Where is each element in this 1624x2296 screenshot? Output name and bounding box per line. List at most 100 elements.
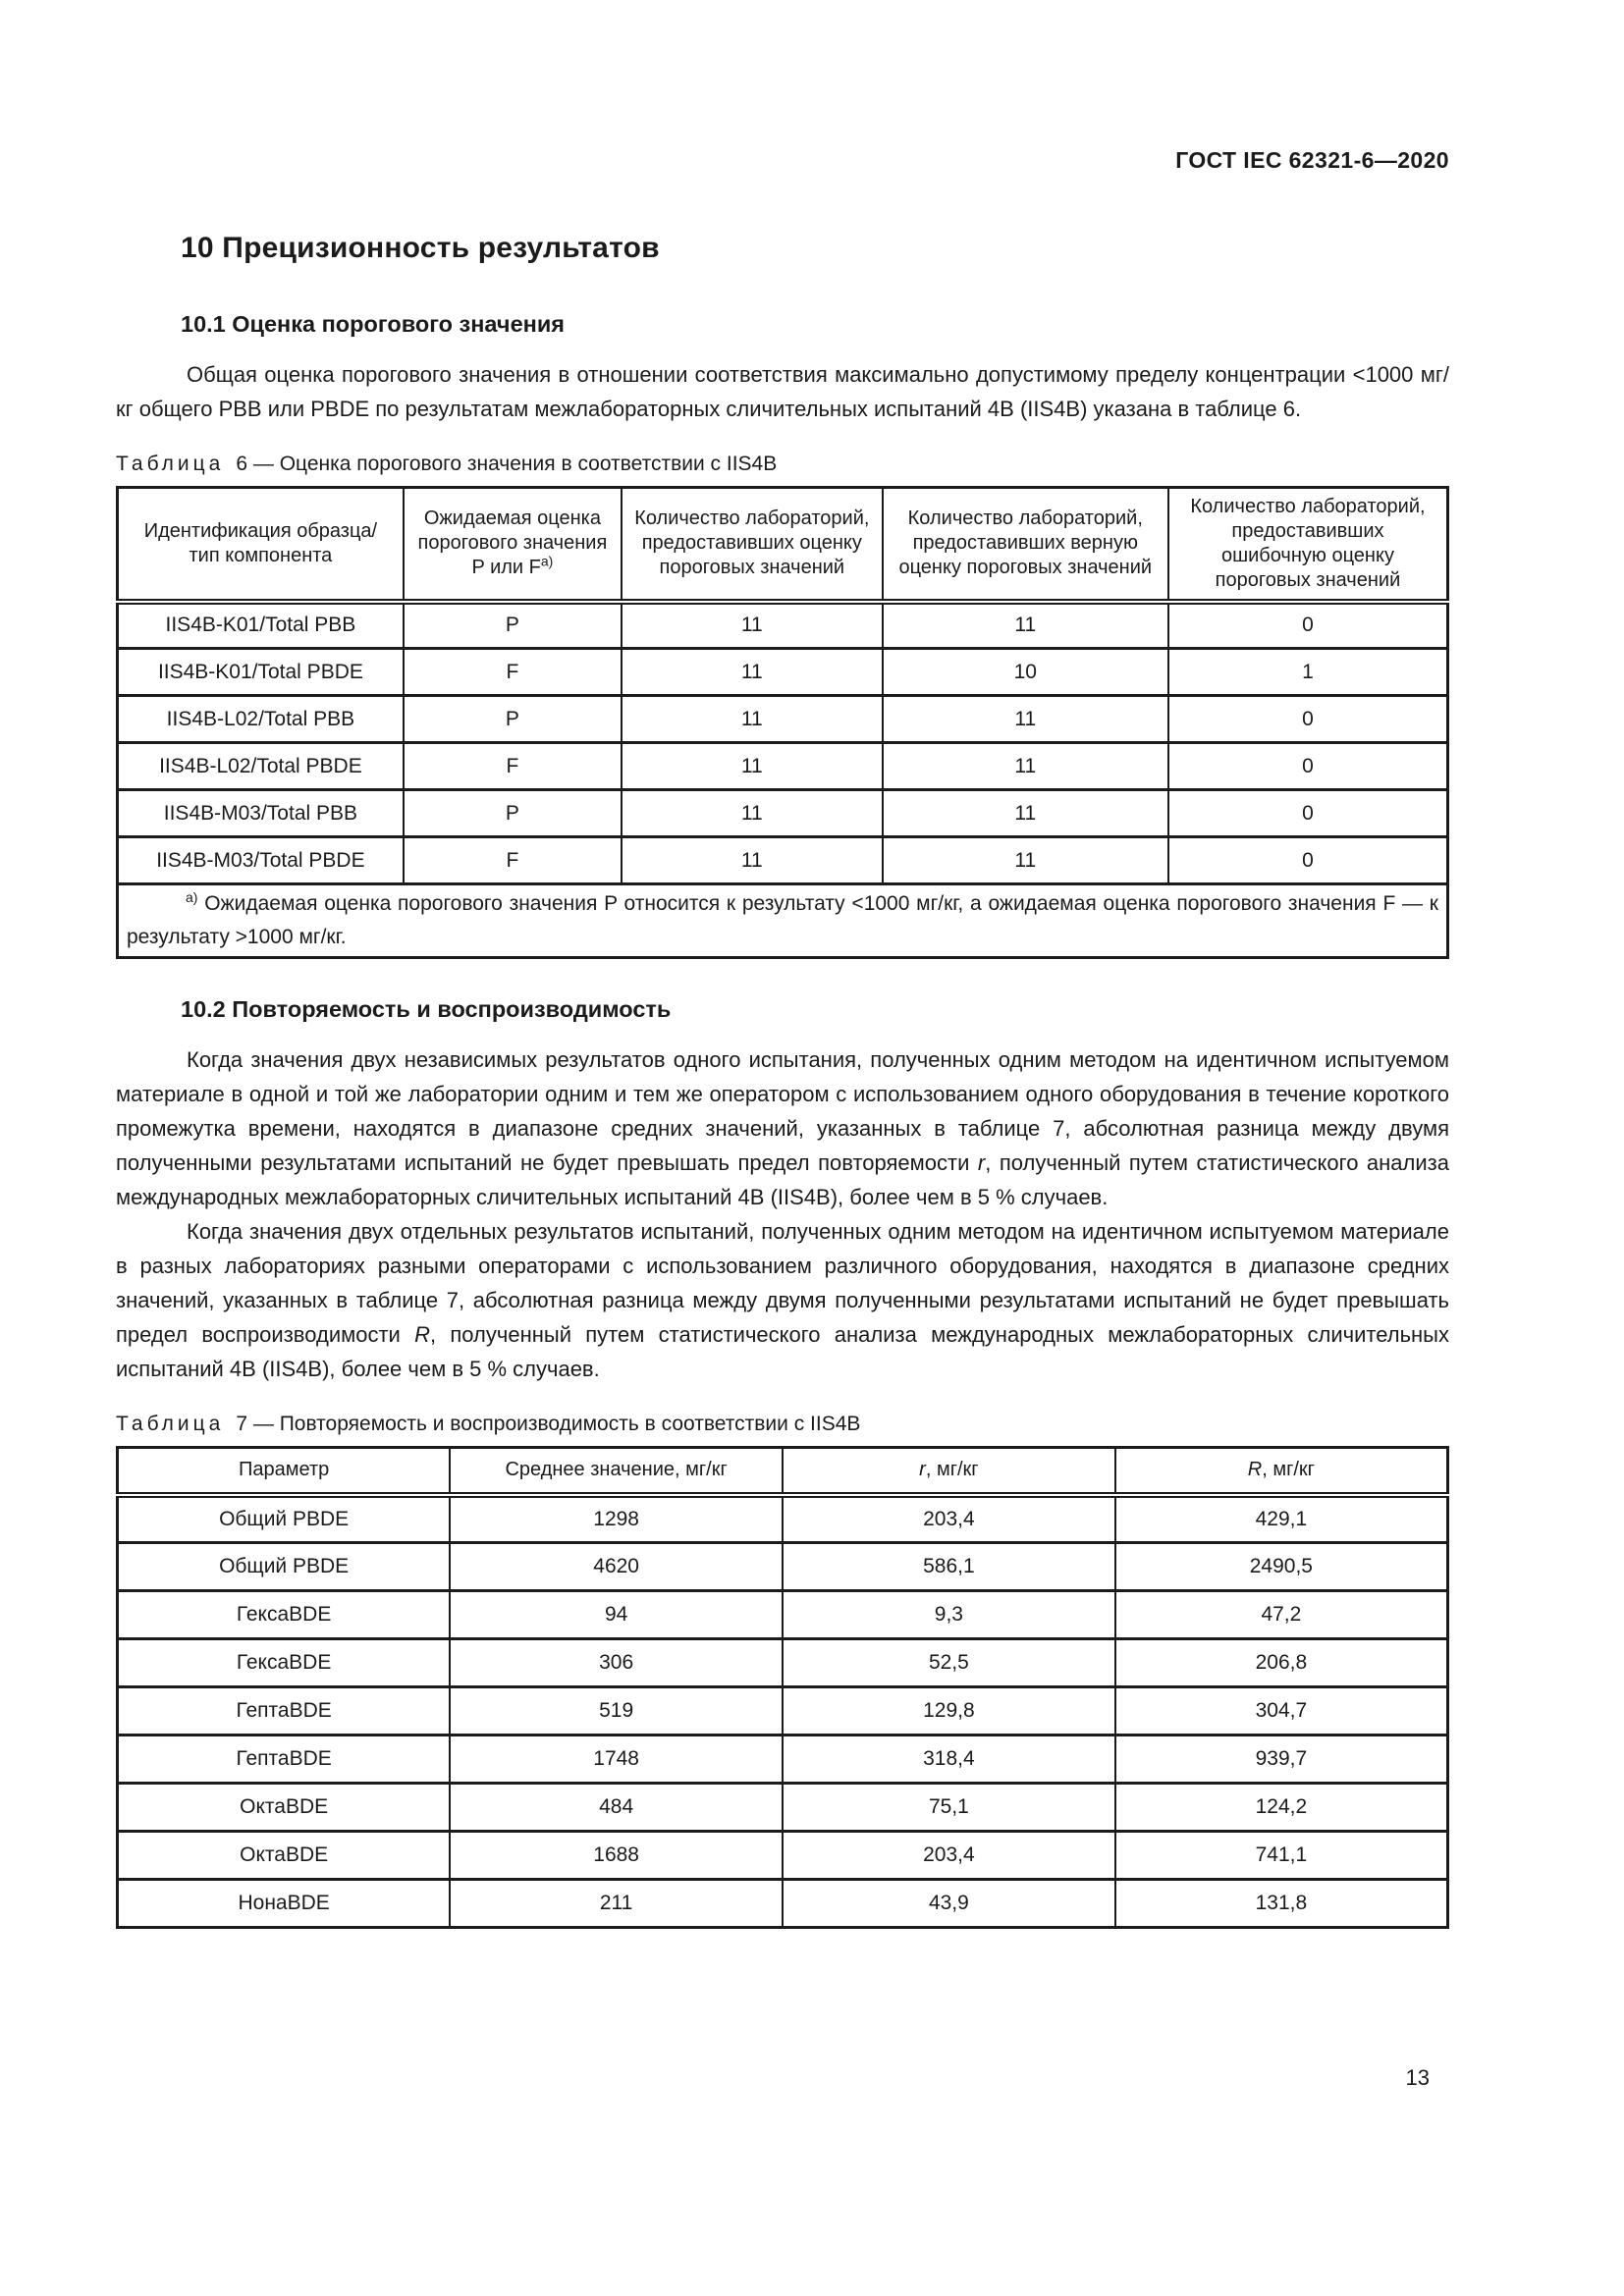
- table-cell: 52,5: [782, 1637, 1116, 1688]
- table-row: IIS4B-L02/Total PBB P 11 11 0: [116, 694, 1449, 744]
- table-cell: 203,4: [782, 1493, 1116, 1544]
- table-cell: 2490,5: [1113, 1541, 1449, 1592]
- repeatability-symbol: r: [977, 1150, 986, 1175]
- table-cell: 9,3: [782, 1589, 1116, 1640]
- table-row: ГептаBDE 519 129,8 304,7: [116, 1685, 1449, 1736]
- table-cell: 203,4: [782, 1830, 1116, 1881]
- table-cell: Общий PBDE: [116, 1541, 452, 1592]
- table-cell: ОктаBDE: [116, 1782, 452, 1833]
- table-cell: 0: [1166, 788, 1449, 838]
- table-cell: 47,2: [1113, 1589, 1449, 1640]
- table-cell: 0: [1166, 694, 1449, 744]
- section-10-1-paragraph: Общая оценка порогового значения в отнош…: [116, 362, 1449, 421]
- table-cell: 11: [621, 788, 884, 838]
- table-cell: 11: [881, 741, 1169, 791]
- table-7-caption-label: Таблица: [116, 1413, 225, 1435]
- table-row: НонаBDE 211 43,9 131,8: [116, 1878, 1449, 1929]
- table-row: Общий PBDE 1298 203,4 429,1: [116, 1493, 1449, 1544]
- table-cell: 43,9: [782, 1878, 1116, 1929]
- r-symbol: r: [919, 1459, 926, 1481]
- R-symbol: R: [1247, 1459, 1263, 1481]
- table-cell: IIS4B-M03/Total PBDE: [116, 835, 405, 885]
- table-row: IIS4B-K01/Total PBDE F 11 10 1: [116, 647, 1449, 697]
- table-cell: 939,7: [1113, 1734, 1449, 1785]
- table-6: Идентификация образца/ тип компонента Ож…: [116, 486, 1449, 959]
- table-cell: F: [402, 741, 623, 791]
- table-7-caption: Таблица 7 — Повторяемость и воспроизводим…: [116, 1412, 1449, 1437]
- table-6-col-labs-total: Количество лабораторий, предоставивших о…: [621, 486, 884, 605]
- table-cell: 4620: [449, 1541, 784, 1592]
- table-cell: 11: [881, 600, 1169, 650]
- table-cell: 131,8: [1113, 1878, 1449, 1929]
- table-6-footnote-cell: а) Ожидаемая оценка порогового значения …: [116, 882, 1449, 959]
- footnote-text: Ожидаемая оценка порогового значения P о…: [127, 892, 1438, 948]
- table-7-caption-text: 7 — Повторяемость и воспроизводимость в …: [236, 1413, 861, 1435]
- table-cell: 1: [1166, 647, 1449, 697]
- table-cell: 429,1: [1113, 1493, 1449, 1544]
- table-cell: 11: [881, 694, 1169, 744]
- table-cell: 741,1: [1113, 1830, 1449, 1881]
- table-cell: IIS4B-M03/Total PBB: [116, 788, 405, 838]
- table-cell: 124,2: [1113, 1782, 1449, 1833]
- page-number: 13: [1405, 2065, 1430, 2090]
- table-cell: НонаBDE: [116, 1878, 452, 1929]
- footnote-mark: а): [186, 889, 198, 905]
- table-cell: 306: [449, 1637, 784, 1688]
- table-cell: F: [402, 647, 623, 697]
- r-units: , мг/кг: [925, 1459, 979, 1481]
- paragraph-text: Когда значения двух отдельных результато…: [116, 1219, 1449, 1347]
- table-cell: 0: [1166, 741, 1449, 791]
- table-cell: 1748: [449, 1734, 784, 1785]
- paragraph-text: , полученный путем статистического анали…: [116, 1322, 1449, 1381]
- table-6-col-labs-wrong: Количество лабораторий, предоставивших о…: [1166, 486, 1449, 605]
- table-row: IIS4B-M03/Total PBDE F 11 11 0: [116, 835, 1449, 885]
- table-row: ГексаBDE 94 9,3 47,2: [116, 1589, 1449, 1640]
- table-cell: IIS4B-L02/Total PBDE: [116, 741, 405, 791]
- table-row: ГептаBDE 1748 318,4 939,7: [116, 1734, 1449, 1785]
- table-cell: 484: [449, 1782, 784, 1833]
- table-cell: 211: [449, 1878, 784, 1929]
- table-cell: 75,1: [782, 1782, 1116, 1833]
- table-6-caption-text: 6 — Оценка порогового значения в соответ…: [236, 453, 778, 475]
- table-cell: ОктаBDE: [116, 1830, 452, 1881]
- table-cell: 11: [621, 694, 884, 744]
- table-7-col-mean: Среднее значение, мг/кг: [449, 1446, 784, 1498]
- table-cell: ГексаBDE: [116, 1637, 452, 1688]
- table-7: Параметр Среднее значение, мг/кг r, мг/к…: [116, 1446, 1449, 1929]
- table-cell: 11: [621, 835, 884, 885]
- table-cell: 11: [881, 788, 1169, 838]
- table-7-col-parameter: Параметр: [116, 1446, 452, 1498]
- table-cell: 318,4: [782, 1734, 1116, 1785]
- table-cell: F: [402, 835, 623, 885]
- table-row: Общий PBDE 4620 586,1 2490,5: [116, 1541, 1449, 1592]
- table-cell: P: [402, 788, 623, 838]
- table-cell: 11: [621, 741, 884, 791]
- paragraph-text: Когда значения двух независимых результа…: [116, 1047, 1449, 1175]
- table-6-footnote-row: а) Ожидаемая оценка порогового значения …: [116, 882, 1449, 959]
- table-cell: IIS4B-K01/Total PBB: [116, 600, 405, 650]
- section-10-2-paragraph-1: Когда значения двух независимых результа…: [116, 1042, 1449, 1214]
- table-6-caption: Таблица 6 — Оценка порогового значения в …: [116, 452, 1449, 477]
- table-6-col-labs-correct: Количество лабораторий, предоставивших в…: [881, 486, 1169, 605]
- table-cell: 586,1: [782, 1541, 1116, 1592]
- table-7-col-R: R, мг/кг: [1113, 1446, 1449, 1498]
- table-row: ОктаBDE 1688 203,4 741,1: [116, 1830, 1449, 1881]
- table-cell: 1688: [449, 1830, 784, 1881]
- table-row: IIS4B-K01/Total PBB P 11 11 0: [116, 600, 1449, 650]
- table-6-caption-label: Таблица: [116, 453, 225, 475]
- table-cell: 10: [881, 647, 1169, 697]
- page-content: ГОСТ IEC 62321-6—2020 10 Прецизионность …: [116, 147, 1449, 1929]
- table-row: IIS4B-M03/Total PBB P 11 11 0: [116, 788, 1449, 838]
- table-cell: 1298: [449, 1493, 784, 1544]
- table-row: ГексаBDE 306 52,5 206,8: [116, 1637, 1449, 1688]
- table-cell: Общий PBDE: [116, 1493, 452, 1544]
- section-10-2-heading: 10.2 Повторяемость и воспроизводимость: [181, 996, 672, 1022]
- table-cell: ГептаBDE: [116, 1685, 452, 1736]
- table-cell: 519: [449, 1685, 784, 1736]
- table-6-col-expected-text: Ожидаемая оценка порогового значения P и…: [417, 507, 608, 579]
- table-cell: 0: [1166, 600, 1449, 650]
- reproducibility-symbol: R: [414, 1322, 430, 1347]
- running-header: ГОСТ IEC 62321-6—2020: [1175, 147, 1449, 173]
- table-6-footnote: а) Ожидаемая оценка порогового значения …: [127, 887, 1438, 954]
